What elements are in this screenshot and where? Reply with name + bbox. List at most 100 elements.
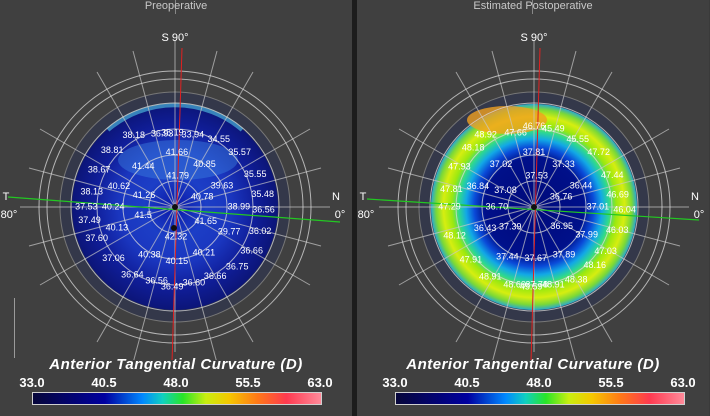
curvature-value: 48.91 — [542, 279, 565, 289]
curvature-value: 35.19 — [161, 127, 184, 137]
curvature-value: 37.99 — [575, 229, 598, 239]
axis-left-letter: T — [360, 191, 367, 203]
curvature-value: 37.81 — [523, 147, 546, 157]
curvature-value: 36.95 — [551, 221, 574, 231]
curvature-value: 47.93 — [448, 162, 471, 172]
curvature-value: 36.66 — [204, 271, 227, 281]
curvature-value: 37.78 — [525, 280, 548, 290]
curvature-value: 37.89 — [553, 249, 576, 259]
curvature-value: 47.72 — [587, 147, 610, 157]
curvature-value: 48.18 — [462, 143, 485, 153]
curvature-value: 38.67 — [88, 164, 111, 174]
ring-grid — [397, 70, 671, 344]
curvature-value: 47.29 — [438, 201, 461, 211]
scale-label-min: 33.0 — [19, 375, 45, 390]
curvature-value: 47.66 — [504, 127, 527, 137]
scale-label: 48.0 — [526, 375, 552, 390]
curvature-value: 40.85 — [193, 159, 216, 169]
curvature-value: 36.66 — [240, 246, 263, 256]
curvature-value: 40.21 — [193, 248, 216, 258]
curvature-value: 37.08 — [494, 185, 517, 195]
curvature-value: 40.78 — [191, 191, 214, 201]
curvature-value: 36.93 — [151, 128, 174, 138]
curvature-value: 41.79 — [166, 171, 189, 181]
curvature-value: 36.56 — [145, 275, 168, 285]
axis-right-degree: 0° — [694, 209, 705, 221]
curvature-value: 41.66 — [166, 147, 189, 157]
curvature-value: 37.60 — [85, 233, 108, 243]
axis-left-letter: T — [3, 191, 10, 203]
curvature-value: 48.91 — [479, 271, 502, 281]
steep-hotspot — [467, 106, 547, 134]
scale-label: 40.5 — [91, 375, 117, 390]
curvature-value: 36.84 — [467, 181, 490, 191]
curvature-value: 38.18 — [123, 130, 146, 140]
axis-right-letter: N — [691, 191, 699, 203]
curvature-value: 48.12 — [443, 230, 466, 240]
curvature-value: 37.53 — [75, 201, 98, 211]
curvature-value: 41.26 — [133, 190, 156, 200]
curvature-value: 39.63 — [211, 180, 234, 190]
color-scale-bar — [32, 392, 322, 405]
curvature-value: 37.06 — [102, 253, 125, 263]
scale-label-min: 33.0 — [382, 375, 408, 390]
curvature-value: 47.44 — [601, 170, 624, 180]
curvature-value: 45.59 — [520, 282, 543, 292]
scale-label: 40.5 — [454, 375, 480, 390]
curvature-value: 37.02 — [490, 159, 513, 169]
scale-label: 55.5 — [235, 375, 261, 390]
curvature-value: 36.75 — [226, 261, 249, 271]
curvature-value: 46.03 — [606, 225, 629, 235]
curvature-value: 47.03 — [594, 246, 617, 256]
legend-title: Anterior Tangential Curvature (D) — [49, 356, 303, 373]
center-mark — [531, 204, 537, 210]
curvature-value: 37.33 — [552, 159, 575, 169]
color-scale-bar — [395, 392, 685, 405]
corner-marker — [14, 298, 15, 358]
curvature-value: 48.16 — [584, 260, 607, 270]
legend-title: Anterior Tangential Curvature (D) — [406, 356, 660, 373]
curvature-value: 46.76 — [523, 121, 546, 131]
curvature-value: 37.44 — [496, 251, 519, 261]
curvature-value: 47.81 — [440, 184, 463, 194]
scale-labels: 33.0 40.5 48.0 55.5 63.0 — [8, 376, 344, 390]
curvature-value: 38.81 — [101, 145, 124, 155]
curvature-value: 36.60 — [183, 277, 206, 287]
curvature-value: 40.24 — [102, 201, 125, 211]
curvature-value: 46.04 — [613, 205, 636, 215]
curvature-value: 36.64 — [121, 269, 144, 279]
curvature-value: 35.57 — [228, 147, 251, 157]
curvature-value: 36.49 — [161, 282, 184, 292]
curvature-value: 47.91 — [460, 254, 483, 264]
corneal-map[interactable]: S 90° T 80° N 0° 47.6646.7645.4945.5547.… — [357, 0, 709, 360]
pupil-mark — [171, 225, 177, 231]
curvature-value: 37.01 — [587, 201, 610, 211]
panel-divider — [352, 0, 357, 416]
curvature-value: 36.76 — [550, 191, 573, 201]
axis-top-label: S 90° — [161, 32, 188, 44]
top-tick — [532, 0, 533, 14]
scale-label: 48.0 — [163, 375, 189, 390]
curvature-value: 38.13 — [81, 187, 104, 197]
scale-label-max: 63.0 — [307, 375, 333, 390]
axis-left-degree: 80° — [358, 209, 375, 221]
curvature-value: 46.69 — [606, 190, 629, 200]
curvature-value: 36.56 — [252, 204, 275, 214]
curvature-value: 36.02 — [249, 226, 272, 236]
panel-title: Preoperative — [144, 0, 208, 12]
scale-labels: 33.0 40.5 48.0 55.5 63.0 — [365, 376, 701, 390]
curvature-value: 33.94 — [182, 129, 205, 139]
curvature-value: 37.39 — [499, 221, 522, 231]
curvature-value: 40.13 — [106, 222, 129, 232]
curvature-value: 35.48 — [251, 189, 274, 199]
axis-right-letter: N — [332, 191, 340, 203]
curvature-value: 41.65 — [195, 216, 218, 226]
curvature-value: 48.38 — [565, 274, 588, 284]
curvature-value: 45.55 — [567, 134, 590, 144]
curvature-value: 40.15 — [166, 256, 189, 266]
curvature-value: 39.77 — [218, 227, 241, 237]
